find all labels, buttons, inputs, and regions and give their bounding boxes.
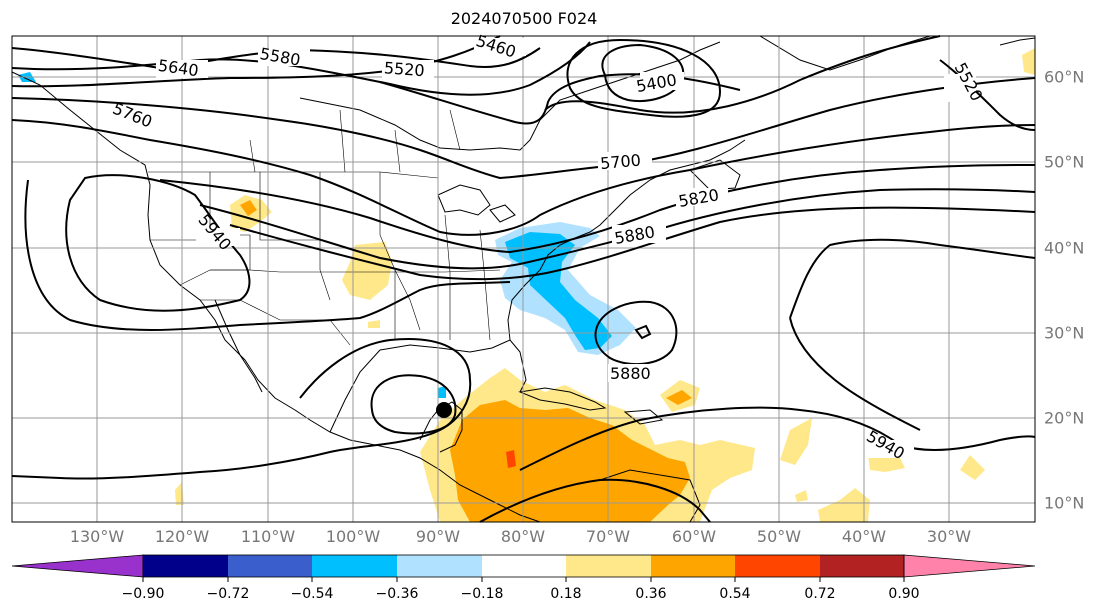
contour-5700	[11, 77, 1036, 180]
latitude-label: 50°N	[1044, 152, 1085, 172]
longitude-label: 90°W	[415, 527, 461, 546]
storm-center-marker	[436, 402, 452, 418]
colorbar-tick-label: 0.90	[888, 586, 920, 602]
colorbar-segment	[228, 555, 312, 577]
latitude-label: 60°N	[1044, 67, 1085, 87]
colorbar-upper-extension	[903, 554, 1036, 578]
colorbar-segment	[820, 555, 904, 577]
contour-label: 5700	[599, 151, 641, 173]
positive-patch-plains	[342, 242, 392, 300]
colorbar-tick-label: −0.54	[290, 586, 334, 602]
contour-5460	[566, 38, 722, 118]
latitude-label: 40°N	[1044, 238, 1085, 258]
colorbar-tick-label: −0.90	[121, 586, 165, 602]
positive-patch-atlantic-5	[818, 488, 870, 522]
positive-patch-atlantic-1-core	[666, 390, 692, 405]
map-title: 2024070500 F024	[450, 9, 598, 28]
longitude-label: 120°W	[154, 527, 210, 546]
colorbar-segment	[735, 555, 820, 577]
colorbar-segment	[397, 555, 482, 577]
colorbar	[11, 554, 1036, 582]
contour-5880-upper	[229, 206, 1036, 281]
positive-patch-atlantic-4	[960, 455, 985, 480]
longitude-label: 40°W	[841, 527, 887, 546]
contour-5880-main	[199, 188, 1036, 270]
contour-5940-gulf	[370, 374, 457, 435]
colorbar-tick-label: −0.72	[206, 586, 250, 602]
contour-south	[479, 478, 711, 523]
small-ring	[634, 324, 652, 340]
contour-5880-gulf	[11, 338, 472, 480]
negative-patch-yucatan	[438, 386, 446, 398]
longitude-label: 80°W	[500, 527, 546, 546]
longitude-label: 100°W	[325, 527, 381, 546]
colorbar-lower-extension	[11, 554, 144, 578]
longitude-label: 50°W	[756, 527, 802, 546]
positive-mid-region-caribbean	[450, 400, 690, 522]
colorbar-tick-label: 0.72	[804, 586, 836, 602]
longitude-label: 30°W	[926, 527, 972, 546]
longitude-label: 110°W	[240, 527, 296, 546]
contour-5940-atlantic-upper	[789, 238, 1036, 319]
contour-5520-west	[11, 35, 501, 88]
contour-5520-far	[939, 59, 1036, 131]
colorbar-tick-label: 0.54	[719, 586, 751, 602]
contour-5520-east	[544, 35, 941, 114]
colorbar-segment	[312, 555, 397, 577]
positive-patch-atlantic-2	[780, 418, 812, 465]
colorbar-segment	[143, 555, 228, 577]
positive-patch-greenland	[1022, 48, 1035, 75]
positive-patch-rockies-core	[240, 200, 257, 216]
latitude-label: 30°N	[1044, 323, 1085, 343]
contour-5940-west	[65, 174, 251, 312]
contour-5820	[159, 164, 1036, 254]
contour-5580	[11, 41, 591, 96]
contour-5880-ring	[594, 300, 678, 366]
contour-label: 5880	[610, 364, 651, 383]
longitude-label: 70°W	[585, 527, 631, 546]
colorbar-tick-label: 0.36	[635, 586, 667, 602]
colorbar-tick-label: −0.36	[375, 586, 419, 602]
colorbar-segment	[566, 555, 651, 577]
colorbar-tick-label: −0.18	[460, 586, 504, 602]
contour-5880-west	[24, 179, 511, 331]
colorbar-segment	[651, 555, 735, 577]
colorbar-tick-label: 0.18	[550, 586, 582, 602]
longitude-label: 130°W	[69, 527, 125, 546]
positive-patch-texas	[368, 320, 380, 328]
colorbar-segment	[482, 555, 566, 577]
contour-label: 5520	[383, 58, 425, 80]
contour-5940-atlantic-lower	[789, 317, 921, 431]
positive-strong-spot	[506, 450, 516, 468]
contour-5760	[11, 119, 1036, 236]
contour-5940-atlantic	[519, 406, 1036, 471]
positive-patch-atlantic-6	[795, 490, 808, 502]
latitude-label: 20°N	[1044, 408, 1085, 428]
graticule	[12, 36, 1035, 522]
latitude-label: 10°N	[1044, 493, 1085, 513]
longitude-label: 60°W	[671, 527, 717, 546]
